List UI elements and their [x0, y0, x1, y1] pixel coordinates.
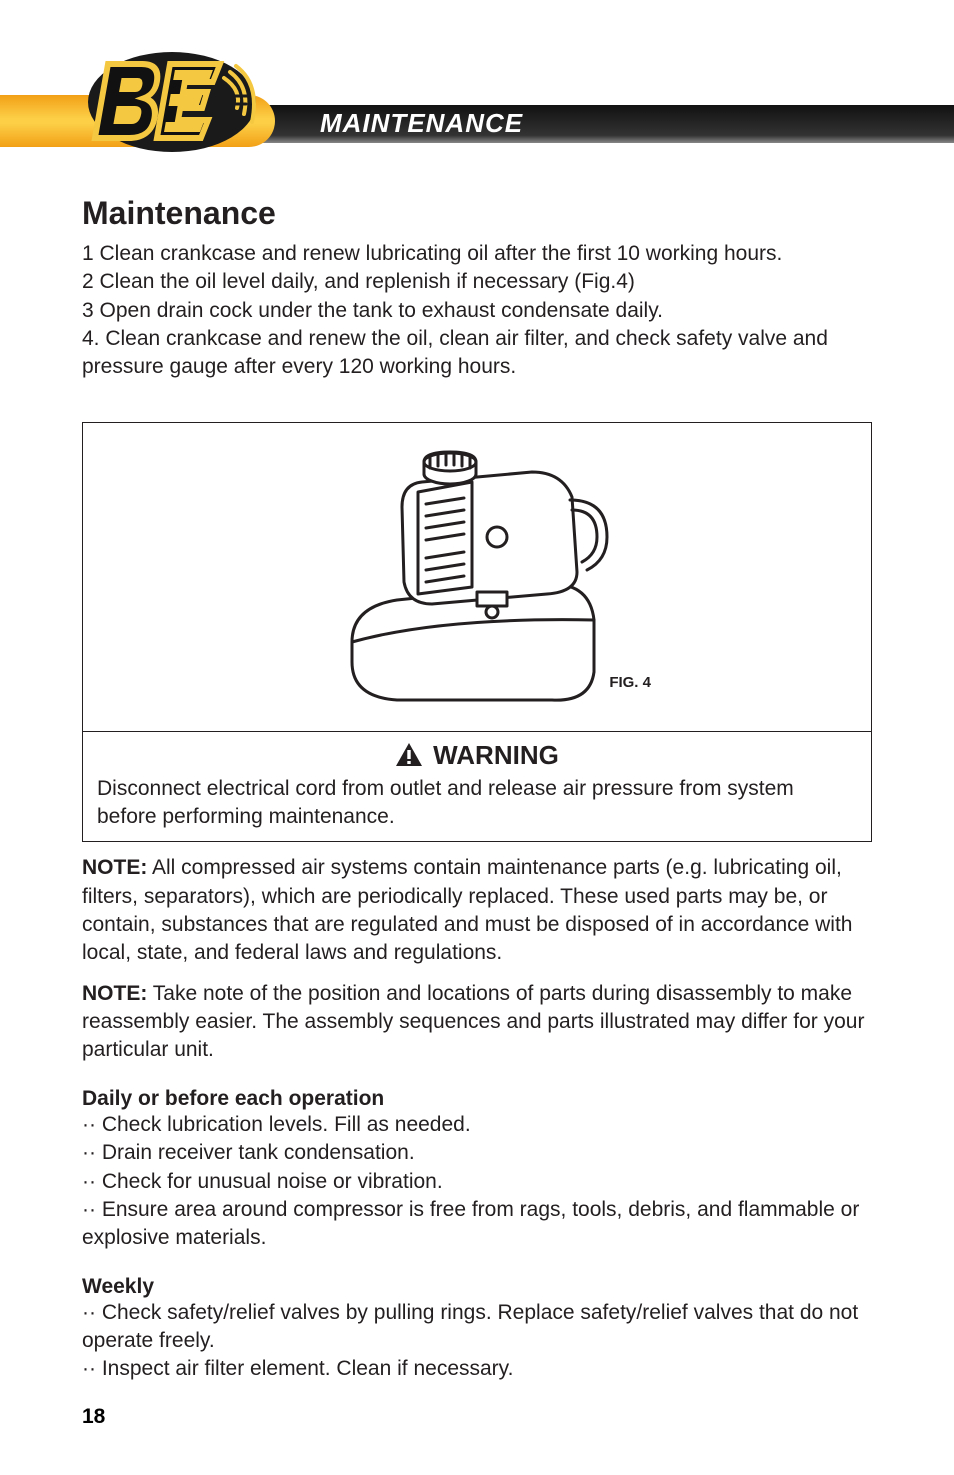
weekly-list: ·· Check safety/relief valves by pulling…: [82, 1299, 872, 1384]
page-number: 18: [82, 1405, 105, 1429]
compressor-illustration: [322, 442, 632, 712]
warning-box: WARNING Disconnect electrical cord from …: [82, 732, 872, 843]
daily-list: ·· Check lubrication levels. Fill as nee…: [82, 1111, 872, 1253]
note-1: NOTE: All compressed air systems contain…: [82, 854, 872, 967]
warning-header: WARNING: [97, 740, 857, 771]
be-logo: [82, 42, 262, 157]
main-content: Maintenance 1 Clean crankcase and renew …: [82, 195, 872, 1384]
intro-line: 1 Clean crankcase and renew lubricating …: [82, 240, 872, 268]
intro-line: 2 Clean the oil level daily, and repleni…: [82, 268, 872, 296]
note-2: NOTE: Take note of the position and loca…: [82, 980, 872, 1065]
list-item: ·· Drain receiver tank condensation.: [82, 1139, 872, 1167]
page-header-title: MAINTENANCE: [320, 108, 523, 139]
figure-label: FIG. 4: [609, 674, 651, 691]
intro-block: 1 Clean crankcase and renew lubricating …: [82, 240, 872, 382]
note-label: NOTE:: [82, 982, 147, 1005]
list-item: ·· Check lubrication levels. Fill as nee…: [82, 1111, 872, 1139]
intro-line: 4. Clean crankcase and renew the oil, cl…: [82, 325, 872, 382]
warning-icon: [395, 742, 423, 768]
weekly-heading: Weekly: [82, 1275, 872, 1299]
note-text: Take note of the position and locations …: [82, 982, 864, 1062]
note-text: All compressed air systems contain maint…: [82, 856, 852, 964]
daily-heading: Daily or before each operation: [82, 1087, 872, 1111]
warning-text: Disconnect electrical cord from outlet a…: [97, 775, 857, 832]
section-title: Maintenance: [82, 195, 872, 232]
list-item: ·· Ensure area around compressor is free…: [82, 1196, 872, 1253]
warning-heading-text: WARNING: [433, 740, 559, 771]
list-item: ·· Inspect air filter element. Clean if …: [82, 1355, 872, 1383]
list-item: ·· Check safety/relief valves by pulling…: [82, 1299, 872, 1356]
list-item: ·· Check for unusual noise or vibration.: [82, 1168, 872, 1196]
note-label: NOTE:: [82, 856, 147, 879]
intro-line: 3 Open drain cock under the tank to exha…: [82, 297, 872, 325]
figure-4-box: FIG. 4: [82, 422, 872, 732]
